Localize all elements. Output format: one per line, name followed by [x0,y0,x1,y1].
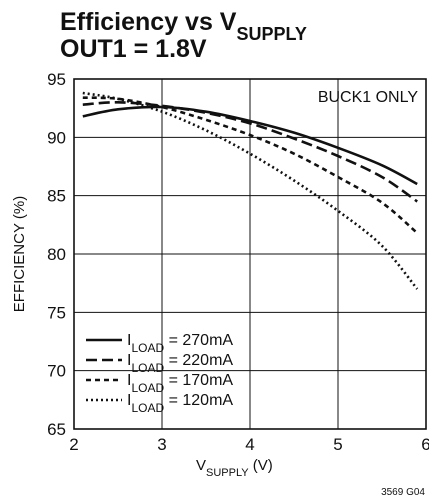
chart-title-line1: Efficiency vs VSUPPLY [60,8,307,44]
y-tick-label: 90 [47,128,66,147]
grid [74,79,426,429]
y-axis-label: EFFICIENCY (%) [11,196,28,312]
y-tick-label: 70 [47,362,66,381]
legend-label-3: ILOAD = 120mA [127,392,233,415]
y-tick-label: 65 [47,420,66,439]
y-tick-label: 95 [47,70,66,89]
series-line-0 [82,105,418,186]
series-line-2 [82,96,419,234]
figure-id: 3569 G04 [381,487,425,498]
x-tick-label: 5 [333,435,342,454]
y-tick-label: 85 [47,187,66,206]
x-tick-label: 6 [421,435,429,454]
x-tick-label: 3 [157,435,166,454]
x-tick-label: 4 [245,435,254,454]
x-tick-labels: 2 3 4 5 6 [69,435,429,454]
x-axis-label: VSUPPLY (V) [196,457,273,479]
legend-label-1: ILOAD = 220mA [127,352,233,375]
x-tick-label: 2 [69,435,78,454]
chart-title-line2: OUT1 = 1.8V [60,35,207,63]
legend-label-0: ILOAD = 270mA [127,332,233,355]
legend-label-2: ILOAD = 170mA [127,372,233,395]
series-line-1 [82,101,418,203]
series-lines [82,91,419,290]
y-tick-label: 75 [47,303,66,322]
chart-annotation: BUCK1 ONLY [318,89,419,106]
y-tick-label: 80 [47,245,66,264]
y-tick-labels: 65 70 75 80 85 90 95 [47,70,66,439]
